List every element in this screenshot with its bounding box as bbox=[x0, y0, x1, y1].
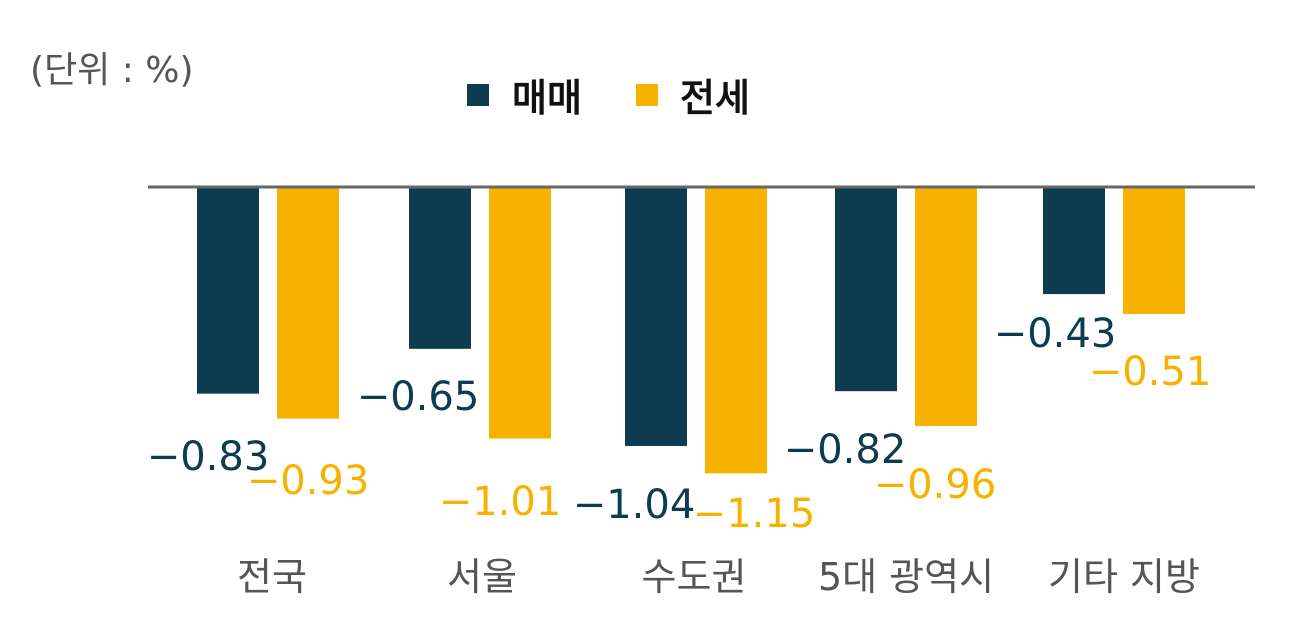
bar-jeonse-2 bbox=[705, 187, 767, 474]
legend-label-sale: 매매 bbox=[512, 76, 582, 120]
legend-swatch-jeonse bbox=[636, 84, 658, 106]
value-label-jeonse-3: −0.96 bbox=[874, 462, 997, 508]
value-label-jeonse-4: −0.51 bbox=[1089, 349, 1212, 395]
value-label-jeonse-0: −0.93 bbox=[247, 458, 370, 504]
bar-sale-1 bbox=[409, 187, 471, 349]
category-label-1: 서울 bbox=[447, 555, 517, 599]
category-label-3: 5대 광역시 bbox=[818, 555, 994, 599]
value-labels-group: −0.83−0.93 −0.65 −1.01 −1.04−1.15 −0.82−0.96… bbox=[147, 311, 1212, 537]
legend: 매매 전세 bbox=[467, 76, 750, 120]
bar-sale-3 bbox=[835, 187, 897, 392]
value-label-jeonse-2: −1.15 bbox=[693, 491, 816, 537]
category-label-2: 수도권 bbox=[642, 555, 747, 599]
category-label-4: 기타 지방 bbox=[1048, 555, 1200, 599]
bars-group bbox=[197, 187, 1185, 474]
value-label-sale-1: −0.65 bbox=[357, 374, 480, 420]
value-label-sale-2: −1.04 bbox=[573, 482, 696, 528]
bar-jeonse-1 bbox=[489, 187, 551, 439]
value-label-sale-3: −0.82 bbox=[784, 427, 907, 473]
category-label-0: 전국 bbox=[237, 555, 307, 599]
bar-jeonse-0 bbox=[277, 187, 339, 419]
bar-jeonse-4 bbox=[1123, 187, 1185, 314]
value-label-sale-4: −0.43 bbox=[994, 311, 1117, 357]
category-labels-group: 전국 서울 수도권 5대 광역시 기타 지방 bbox=[237, 555, 1200, 599]
bar-sale-0 bbox=[197, 187, 259, 394]
bar-sale-4 bbox=[1043, 187, 1105, 295]
bar-jeonse-3 bbox=[915, 187, 977, 427]
legend-swatch-sale bbox=[467, 84, 489, 106]
value-label-sale-0: −0.83 bbox=[147, 434, 270, 480]
legend-label-jeonse: 전세 bbox=[680, 76, 750, 120]
value-label-jeonse-1: −1.01 bbox=[439, 479, 562, 525]
bar-sale-2 bbox=[625, 187, 687, 446]
unit-label: (단위 : %) bbox=[30, 50, 194, 91]
